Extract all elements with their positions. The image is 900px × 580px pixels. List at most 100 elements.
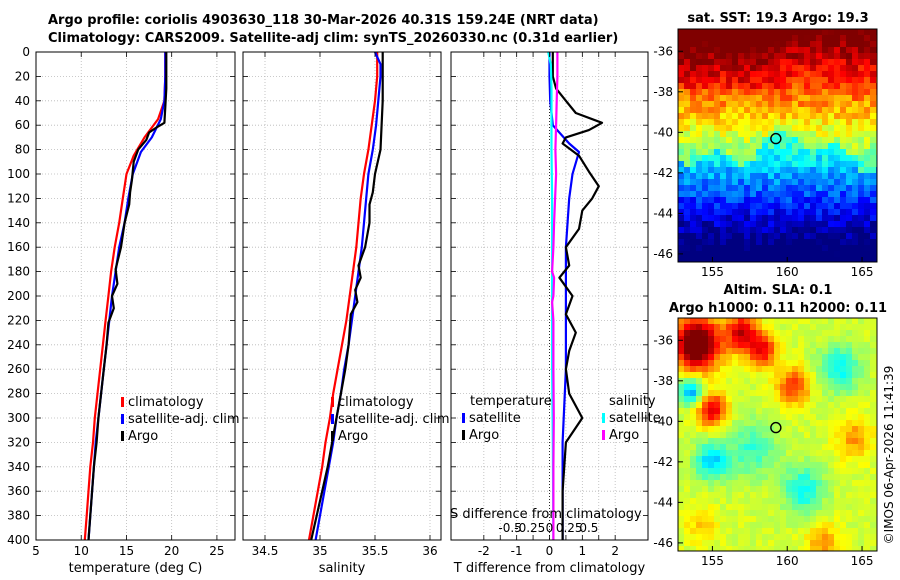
map-cell xyxy=(756,101,763,108)
map-cell xyxy=(858,245,865,252)
map-cell xyxy=(720,47,727,54)
map-cell xyxy=(858,426,865,433)
map-cell xyxy=(762,233,769,240)
map-cell xyxy=(822,498,829,505)
map-cell xyxy=(684,318,691,325)
map-cell xyxy=(822,107,829,114)
map-cell xyxy=(828,546,835,552)
map-cell xyxy=(804,390,811,397)
map-cell xyxy=(804,233,811,240)
map-cell xyxy=(798,143,805,150)
map-cell xyxy=(714,510,721,517)
map-cell xyxy=(756,474,763,481)
map-cell xyxy=(786,233,793,240)
map-cell xyxy=(732,420,739,427)
map-cell xyxy=(690,528,697,535)
map-cell xyxy=(846,504,853,511)
map-cell xyxy=(768,390,775,397)
map-cell xyxy=(798,65,805,72)
map-cell xyxy=(810,546,817,552)
map-cell xyxy=(822,149,829,156)
map-cell xyxy=(864,378,871,385)
map-cell xyxy=(750,510,757,517)
map-cell xyxy=(774,336,781,343)
map-cell xyxy=(816,113,823,120)
map-cell xyxy=(786,77,793,84)
map-cell xyxy=(828,191,835,198)
y-tick-label: -46 xyxy=(653,247,673,261)
map-cell xyxy=(708,41,715,48)
map-cell xyxy=(750,83,757,90)
map-cell xyxy=(852,41,859,48)
map-cell xyxy=(834,209,841,216)
map-cell xyxy=(732,360,739,367)
map-cell xyxy=(708,414,715,421)
map-cell xyxy=(786,41,793,48)
map-cell xyxy=(708,197,715,204)
map-cell xyxy=(792,89,799,96)
map-cell xyxy=(858,107,865,114)
map-cell xyxy=(696,221,703,228)
map-cell xyxy=(786,245,793,252)
map-cell xyxy=(756,35,763,42)
map-cell xyxy=(708,131,715,138)
map-cell xyxy=(756,47,763,54)
map-cell xyxy=(870,155,877,162)
map-cell xyxy=(786,161,793,168)
legend-swatch xyxy=(331,414,334,424)
map-cell xyxy=(714,77,721,84)
map-cell xyxy=(822,336,829,343)
map-cell xyxy=(828,53,835,60)
map-cell xyxy=(816,354,823,361)
map-cell xyxy=(810,197,817,204)
map-cell xyxy=(822,396,829,403)
map-cell xyxy=(702,348,709,355)
map-cell xyxy=(702,53,709,60)
map-cell xyxy=(690,408,697,415)
map-cell xyxy=(762,534,769,541)
map-cell xyxy=(768,101,775,108)
map-cell xyxy=(678,257,685,263)
map-cell xyxy=(714,378,721,385)
map-cell xyxy=(804,245,811,252)
map-cell xyxy=(714,215,721,222)
map-cell xyxy=(864,113,871,120)
map-cell xyxy=(678,336,685,343)
map-cell xyxy=(870,324,877,331)
map-cell xyxy=(744,396,751,403)
map-cell xyxy=(816,239,823,246)
map-cell xyxy=(768,330,775,337)
title-line-1: Argo profile: coriolis 4903630_118 30-Ma… xyxy=(48,13,599,28)
map-cell xyxy=(708,167,715,174)
map-cell xyxy=(720,444,727,451)
map-cell xyxy=(840,53,847,60)
map-cell xyxy=(684,173,691,180)
map-cell xyxy=(822,426,829,433)
map-cell xyxy=(756,185,763,192)
map-cell xyxy=(762,257,769,263)
map-cell xyxy=(678,209,685,216)
map-cell xyxy=(684,528,691,535)
map-cell xyxy=(702,432,709,439)
map-frame xyxy=(677,28,878,263)
map-cell xyxy=(822,360,829,367)
map-cell xyxy=(714,360,721,367)
map-cell xyxy=(822,462,829,469)
map-cell xyxy=(834,53,841,60)
map-cell xyxy=(870,149,877,156)
map-cell xyxy=(804,89,811,96)
map-cell xyxy=(684,378,691,385)
map-cell xyxy=(840,432,847,439)
map-cell xyxy=(756,29,763,36)
map-cell xyxy=(744,53,751,60)
map-cell xyxy=(804,378,811,385)
map-cell xyxy=(690,510,697,517)
map-cell xyxy=(768,522,775,529)
map-cell xyxy=(768,161,775,168)
map-cell xyxy=(774,426,781,433)
map-cell xyxy=(732,227,739,234)
map-cell xyxy=(792,372,799,379)
map-cell xyxy=(852,348,859,355)
map-cell xyxy=(744,59,751,66)
map-cell xyxy=(696,354,703,361)
